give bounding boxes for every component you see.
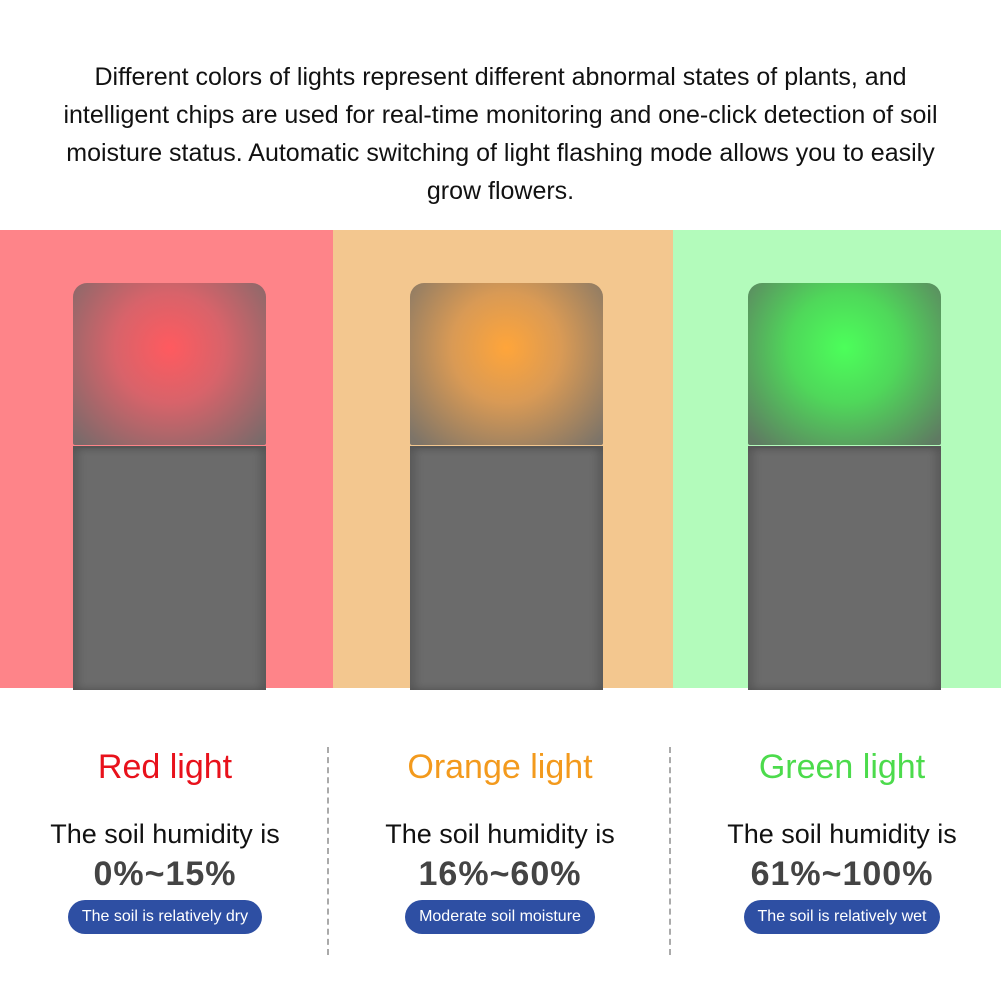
humidity-range: 0%~15% (93, 855, 237, 893)
humidity-range: 16%~60% (418, 855, 582, 893)
sensor-device-green (748, 283, 941, 690)
orange-light-cap (410, 283, 603, 445)
intro-text: Different colors of lights represent dif… (63, 63, 938, 205)
divider (669, 747, 671, 955)
red-light-panel (0, 230, 333, 690)
green-light-info: Green light The soil humidity is 61%~100… (677, 740, 1001, 934)
device-body (73, 446, 266, 690)
status-badge: The soil is relatively dry (67, 900, 263, 934)
status-badge: The soil is relatively wet (743, 900, 941, 934)
sensor-device-orange (410, 283, 603, 690)
red-light-cap (73, 283, 266, 445)
divider (327, 747, 329, 955)
green-light-title: Green light (758, 748, 926, 786)
humidity-label: The soil humidity is (727, 819, 957, 849)
status-badge: Moderate soil moisture (405, 900, 595, 934)
orange-light-title: Orange light (407, 748, 593, 786)
orange-light-info: Orange light The soil humidity is 16%~60… (335, 740, 665, 934)
humidity-label: The soil humidity is (385, 819, 615, 849)
sensor-device-red (73, 283, 266, 690)
red-light-info: Red light The soil humidity is 0%~15% Th… (0, 740, 330, 934)
humidity-range: 61%~100% (750, 855, 934, 893)
orange-light-panel (333, 230, 673, 690)
device-body (748, 446, 941, 690)
green-light-cap (748, 283, 941, 445)
device-body (410, 446, 603, 690)
humidity-label: The soil humidity is (50, 819, 280, 849)
red-light-title: Red light (97, 748, 233, 786)
green-light-panel (673, 230, 1001, 690)
